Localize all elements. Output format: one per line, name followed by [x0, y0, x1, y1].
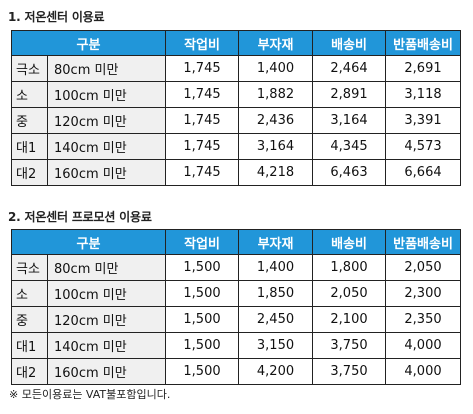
material-fee-cell: 1,850 [238, 280, 314, 307]
size-code-cell: 중 [11, 306, 48, 333]
section2-rate-table: 구분 작업비 부자재 배송비 반품배송비 극소 80cm 미만 1,500 1,400… [10, 229, 462, 385]
size-code-cell: 대1 [11, 133, 48, 160]
size-range-cell: 120cm 미만 [46, 306, 167, 333]
return-shipping-fee-cell: 2,300 [385, 280, 462, 307]
section1-rate-table: 구분 작업비 부자재 배송비 반품배송비 극소 80cm 미만 1,745 1,400… [10, 30, 462, 186]
material-fee-cell: 4,200 [238, 358, 314, 385]
shipping-fee-cell: 6,463 [312, 159, 387, 186]
return-shipping-fee-cell: 6,664 [385, 159, 462, 186]
return-shipping-fee-cell: 4,573 [385, 133, 462, 160]
size-code-cell: 소 [11, 81, 48, 108]
table-row: 소 100cm 미만 1,500 1,850 2,050 2,300 [11, 280, 462, 307]
return-shipping-fee-cell: 4,000 [385, 358, 462, 385]
size-range-cell: 100cm 미만 [46, 280, 167, 307]
size-code-cell: 대2 [11, 358, 48, 385]
size-code-cell: 대1 [11, 332, 48, 359]
return-shipping-fee-cell: 4,000 [385, 332, 462, 359]
size-range-cell: 100cm 미만 [46, 81, 167, 108]
shipping-fee-cell: 3,750 [312, 358, 387, 385]
header-shipping: 배송비 [312, 30, 387, 56]
work-fee-cell: 1,500 [165, 254, 240, 281]
return-shipping-fee-cell: 3,118 [385, 81, 462, 108]
shipping-fee-cell: 2,464 [312, 55, 387, 82]
material-fee-cell: 3,150 [238, 332, 314, 359]
size-range-cell: 140cm 미만 [46, 332, 167, 359]
work-fee-cell: 1,500 [165, 332, 240, 359]
material-fee-cell: 3,164 [238, 133, 314, 160]
header-category: 구분 [10, 229, 167, 255]
material-fee-cell: 2,436 [238, 107, 314, 134]
header-return-shipping: 반품배송비 [385, 229, 462, 255]
table-row: 대2 160cm 미만 1,500 4,200 3,750 4,000 [11, 358, 462, 385]
table-row: 극소 80cm 미만 1,500 1,400 1,800 2,050 [11, 254, 462, 281]
shipping-fee-cell: 2,050 [312, 280, 387, 307]
size-range-cell: 80cm 미만 [46, 55, 167, 82]
size-range-cell: 120cm 미만 [46, 107, 167, 134]
table-row: 대2 160cm 미만 1,745 4,218 6,463 6,664 [11, 159, 462, 186]
header-work: 작업비 [165, 229, 240, 255]
work-fee-cell: 1,745 [165, 55, 240, 82]
header-category: 구분 [10, 30, 167, 56]
material-fee-cell: 1,400 [238, 55, 314, 82]
work-fee-cell: 1,745 [165, 159, 240, 186]
header-material: 부자재 [238, 229, 314, 255]
shipping-fee-cell: 2,891 [312, 81, 387, 108]
size-code-cell: 중 [11, 107, 48, 134]
table-row: 극소 80cm 미만 1,745 1,400 2,464 2,691 [11, 55, 462, 82]
vat-note: ※ 모든이용료는 VAT불포함입니다. [9, 388, 171, 401]
table-row: 대1 140cm 미만 1,745 3,164 4,345 4,573 [11, 133, 462, 160]
table-row: 중 120cm 미만 1,745 2,436 3,164 3,391 [11, 107, 462, 134]
header-return-shipping: 반품배송비 [385, 30, 462, 56]
size-code-cell: 극소 [11, 55, 48, 82]
work-fee-cell: 1,500 [165, 306, 240, 333]
table-row: 소 100cm 미만 1,745 1,882 2,891 3,118 [11, 81, 462, 108]
work-fee-cell: 1,500 [165, 280, 240, 307]
material-fee-cell: 4,218 [238, 159, 314, 186]
size-code-cell: 대2 [11, 159, 48, 186]
material-fee-cell: 1,400 [238, 254, 314, 281]
work-fee-cell: 1,745 [165, 81, 240, 108]
material-fee-cell: 1,882 [238, 81, 314, 108]
size-code-cell: 극소 [11, 254, 48, 281]
work-fee-cell: 1,745 [165, 107, 240, 134]
header-material: 부자재 [238, 30, 314, 56]
shipping-fee-cell: 2,100 [312, 306, 387, 333]
shipping-fee-cell: 3,164 [312, 107, 387, 134]
shipping-fee-cell: 3,750 [312, 332, 387, 359]
section1-title: 1. 저온센터 이용료 [8, 10, 105, 24]
size-code-cell: 소 [11, 280, 48, 307]
return-shipping-fee-cell: 2,350 [385, 306, 462, 333]
return-shipping-fee-cell: 2,050 [385, 254, 462, 281]
shipping-fee-cell: 4,345 [312, 133, 387, 160]
return-shipping-fee-cell: 3,391 [385, 107, 462, 134]
size-range-cell: 160cm 미만 [46, 159, 167, 186]
work-fee-cell: 1,500 [165, 358, 240, 385]
material-fee-cell: 2,450 [238, 306, 314, 333]
size-range-cell: 80cm 미만 [46, 254, 167, 281]
work-fee-cell: 1,745 [165, 133, 240, 160]
section2-title: 2. 저온센터 프로모션 이용료 [8, 210, 152, 224]
header-work: 작업비 [165, 30, 240, 56]
size-range-cell: 140cm 미만 [46, 133, 167, 160]
shipping-fee-cell: 1,800 [312, 254, 387, 281]
return-shipping-fee-cell: 2,691 [385, 55, 462, 82]
table-row: 대1 140cm 미만 1,500 3,150 3,750 4,000 [11, 332, 462, 359]
size-range-cell: 160cm 미만 [46, 358, 167, 385]
table-row: 중 120cm 미만 1,500 2,450 2,100 2,350 [11, 306, 462, 333]
header-shipping: 배송비 [312, 229, 387, 255]
